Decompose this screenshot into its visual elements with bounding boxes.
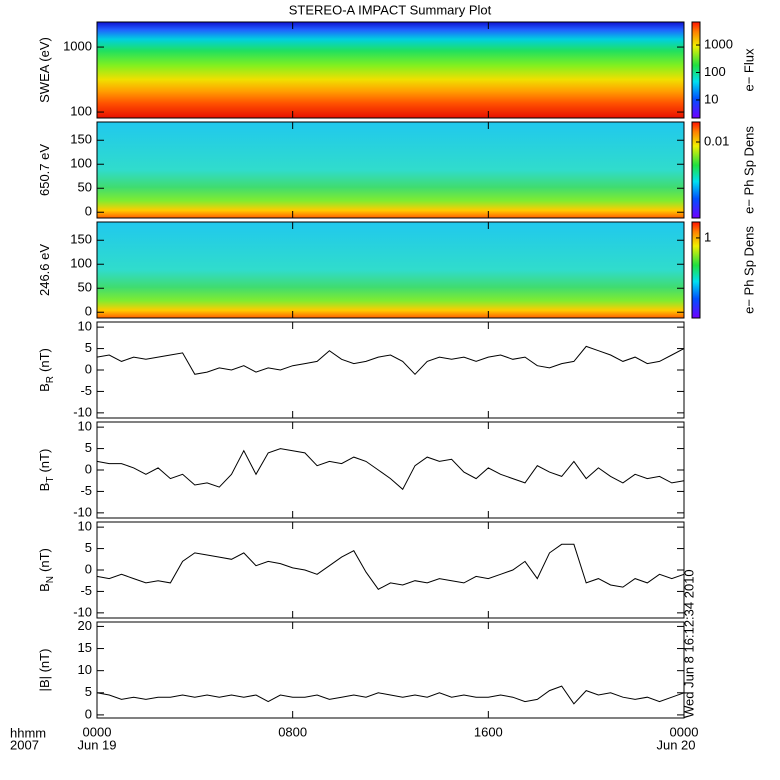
y-axis-label-text: |B| (nT) (37, 649, 52, 692)
y-axis-label-sub: T (45, 477, 56, 483)
y-tick-label: 10 (78, 319, 92, 334)
y-axis-label-unit: (nT) (37, 348, 52, 372)
y-tick-label: 0 (85, 361, 92, 376)
colorbar-label: e− Ph Sp Dens (741, 126, 756, 214)
y-tick-label: -5 (80, 383, 92, 398)
colorbar-tick-label: 1 (704, 229, 711, 244)
spectrogram (97, 22, 684, 118)
y-axis-label-text: SWEA (eV) (37, 37, 52, 103)
y-tick-label: 0 (85, 304, 92, 319)
data-line (96, 345, 685, 376)
y-tick-label: 1000 (63, 38, 92, 53)
y-tick-label: -10 (73, 504, 92, 519)
y-axis-label: BR (nT) (37, 348, 55, 392)
y-axis-label: 650.7 eV (37, 144, 52, 196)
timestamp: Wed Jun 8 16:12:34 2010 (681, 569, 696, 718)
plot-frame (96, 221, 685, 319)
y-tick-label: 0 (85, 706, 92, 721)
y-tick-label: 20 (78, 618, 92, 633)
date-label: Jun 19 (77, 737, 116, 752)
y-tick-label: 10 (78, 519, 92, 534)
y-tick-label: 0 (85, 204, 92, 219)
data-line (96, 543, 685, 590)
colorbar (691, 21, 701, 119)
colorbar-tick-label: 10 (704, 91, 718, 106)
y-tick-label: -5 (80, 583, 92, 598)
colorbar-label: e− Ph Sp Dens (741, 226, 756, 314)
y-axis-label-text: B (37, 483, 52, 492)
y-axis-label-text: B (37, 583, 52, 592)
y-tick-label: 5 (85, 340, 92, 355)
y-axis-label-text: 246.6 eV (37, 244, 52, 296)
data-line (96, 448, 685, 491)
y-tick-label: 5 (85, 440, 92, 455)
x-axis-label: hhmm (10, 725, 46, 740)
plot-frame (96, 321, 685, 419)
data-line (96, 685, 685, 705)
y-axis-label-sub: R (45, 376, 56, 383)
y-tick-label: 100 (70, 256, 92, 271)
spectrogram (97, 122, 684, 218)
chart-title: STEREO-A IMPACT Summary Plot (289, 2, 492, 17)
y-tick-label: 10 (78, 662, 92, 677)
y-tick-label: 100 (70, 156, 92, 171)
year-label: 2007 (10, 737, 39, 752)
y-axis-label: 246.6 eV (37, 244, 52, 296)
plot-frame (96, 621, 685, 719)
y-axis-label: BT (nT) (37, 449, 55, 492)
colorbar-tick-label: 1000 (704, 36, 733, 51)
y-tick-label: 5 (85, 540, 92, 555)
y-axis-label-text: 650.7 eV (37, 144, 52, 196)
date-label: Jun 20 (656, 737, 695, 752)
y-tick-label: 0 (85, 561, 92, 576)
y-axis-label: SWEA (eV) (37, 37, 52, 103)
plot-frame (96, 521, 685, 619)
y-tick-label: -10 (73, 604, 92, 619)
y-tick-label: 15 (78, 640, 92, 655)
plot-frame (96, 121, 685, 219)
colorbar (691, 121, 701, 219)
y-tick-label: 50 (78, 280, 92, 295)
y-tick-label: -10 (73, 404, 92, 419)
y-tick-label: 50 (78, 180, 92, 195)
y-tick-label: 10 (78, 419, 92, 434)
x-tick-label: 0800 (278, 724, 307, 739)
y-tick-label: 5 (85, 684, 92, 699)
y-tick-label: 100 (70, 103, 92, 118)
x-tick-label: 0000 (83, 724, 112, 739)
y-axis-label-sub: N (45, 576, 56, 583)
colorbar-tick-label: 0.01 (704, 133, 729, 148)
y-axis-label: BN (nT) (37, 548, 55, 592)
colorbar-tick-label: 100 (704, 64, 726, 79)
x-tick-label: 1600 (474, 724, 503, 739)
y-tick-label: 150 (70, 132, 92, 147)
y-axis-label-text: B (37, 383, 52, 392)
y-axis-label: |B| (nT) (37, 649, 52, 692)
y-tick-label: -5 (80, 483, 92, 498)
colorbar (691, 221, 701, 319)
colorbar-label: e− Flux (741, 48, 756, 91)
y-axis-label-unit: (nT) (37, 548, 52, 572)
x-tick-label: 0000 (670, 724, 699, 739)
y-tick-label: 0 (85, 461, 92, 476)
y-axis-label-unit: (nT) (37, 449, 52, 473)
spectrogram (97, 222, 684, 318)
plot-frame (96, 21, 685, 119)
y-tick-label: 150 (70, 232, 92, 247)
